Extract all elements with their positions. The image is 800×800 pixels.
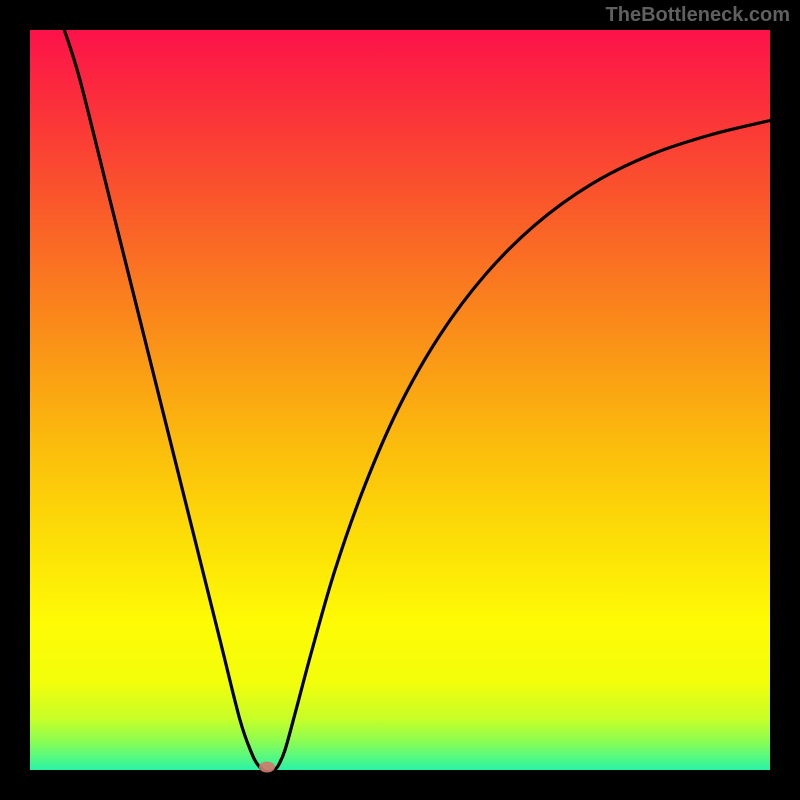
chart-background xyxy=(30,30,770,770)
chart-container: TheBottleneck.com xyxy=(0,0,800,800)
optimum-marker xyxy=(259,762,275,773)
watermark-label: TheBottleneck.com xyxy=(606,4,790,27)
bottleneck-chart xyxy=(0,0,800,800)
